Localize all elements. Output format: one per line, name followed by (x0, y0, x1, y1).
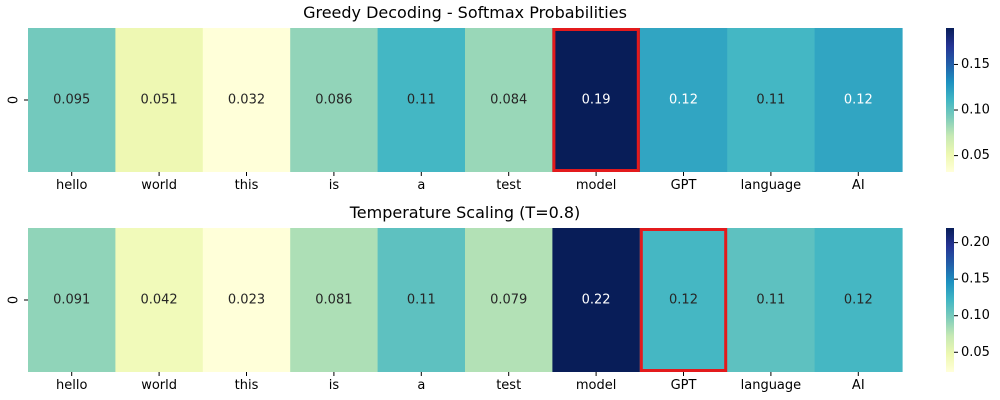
colorbar (946, 28, 954, 172)
heatmap-cell (115, 28, 204, 172)
x-tick-label: is (329, 378, 340, 393)
cell-value-label: 0.032 (228, 93, 265, 108)
x-tick-label: this (235, 178, 259, 193)
colorbar-tick-label: 0.15 (961, 57, 990, 72)
x-tick-label: this (235, 378, 259, 393)
cell-value-label: 0.095 (53, 93, 90, 108)
chart-title: Temperature Scaling (T=0.8) (349, 203, 581, 222)
x-tick-label: world (141, 178, 177, 193)
x-tick-label: a (417, 378, 425, 393)
x-tick-label: GPT (671, 378, 697, 393)
x-tick-label: is (329, 178, 340, 193)
cell-value-label: 0.12 (844, 293, 873, 308)
heatmap-cell (814, 28, 903, 172)
heatmap-cell (28, 228, 116, 372)
colorbar (946, 228, 954, 372)
highlight-box (552, 28, 640, 172)
x-tick-label: model (576, 178, 616, 193)
y-tick-label: 0 (7, 296, 22, 304)
heatmap-panel-temperature: Temperature Scaling (T=0.8) 0 0.091 hello 0… (7, 203, 990, 393)
heatmap-cell (290, 228, 379, 372)
cell-value-label: 0.079 (490, 293, 527, 308)
heatmap-cell (814, 228, 903, 372)
x-tick-label: hello (56, 378, 87, 393)
highlight-box (639, 228, 728, 372)
cell-value-label: 0.12 (844, 93, 873, 108)
cell-value-label: 0.086 (315, 93, 352, 108)
heatmap-cell (552, 28, 641, 172)
cell-value-label: 0.11 (756, 293, 785, 308)
heatmap-cell (202, 228, 291, 372)
heatmap-cell (290, 28, 379, 172)
colorbar-tick-label: 0.10 (961, 103, 990, 118)
cell-value-label: 0.023 (228, 293, 265, 308)
heatmap-cell (639, 228, 728, 372)
colorbar-tick-label: 0.05 (961, 148, 990, 163)
cell-value-label: 0.12 (669, 93, 698, 108)
chart-title: Greedy Decoding - Softmax Probabilities (303, 3, 627, 22)
cell-value-label: 0.11 (407, 293, 436, 308)
cell-value-label: 0.091 (53, 293, 90, 308)
x-tick-label: language (741, 178, 802, 193)
x-tick-label: language (741, 378, 802, 393)
x-tick-label: a (417, 178, 425, 193)
heatmap-cell (377, 28, 466, 172)
heatmap-cell (639, 28, 728, 172)
cell-value-label: 0.042 (140, 293, 177, 308)
heatmap-cell (377, 228, 466, 372)
heatmap-panel-greedy: Greedy Decoding - Softmax Probabilities … (7, 3, 990, 193)
x-tick-label: test (496, 178, 521, 193)
y-tick-label: 0 (7, 96, 22, 104)
colorbar-tick-label: 0.20 (961, 235, 990, 250)
cell-value-label: 0.19 (582, 93, 611, 108)
heatmap-cell (115, 228, 204, 372)
cell-value-label: 0.11 (407, 93, 436, 108)
heatmap-cell (465, 228, 553, 372)
x-tick-label: AI (852, 378, 865, 393)
cell-value-label: 0.12 (669, 293, 698, 308)
heatmap-cell (727, 28, 816, 172)
x-tick-label: AI (852, 178, 865, 193)
heatmap-cell (28, 28, 116, 172)
colorbar-tick-label: 0.15 (961, 272, 990, 287)
heatmap-cell (202, 28, 291, 172)
heatmap-cell (727, 228, 816, 372)
colorbar-tick-label: 0.05 (961, 345, 990, 360)
heatmap-cell (465, 28, 553, 172)
x-tick-label: GPT (671, 178, 697, 193)
cell-value-label: 0.051 (140, 93, 177, 108)
cell-value-label: 0.11 (756, 93, 785, 108)
cell-value-label: 0.084 (490, 93, 527, 108)
heatmap-cell (552, 228, 641, 372)
colorbar-tick-label: 0.10 (961, 308, 990, 323)
cell-value-label: 0.081 (315, 293, 352, 308)
x-tick-label: hello (56, 178, 87, 193)
x-tick-label: world (141, 378, 177, 393)
x-tick-label: test (496, 378, 521, 393)
x-tick-label: model (576, 378, 616, 393)
cell-value-label: 0.22 (582, 293, 611, 308)
